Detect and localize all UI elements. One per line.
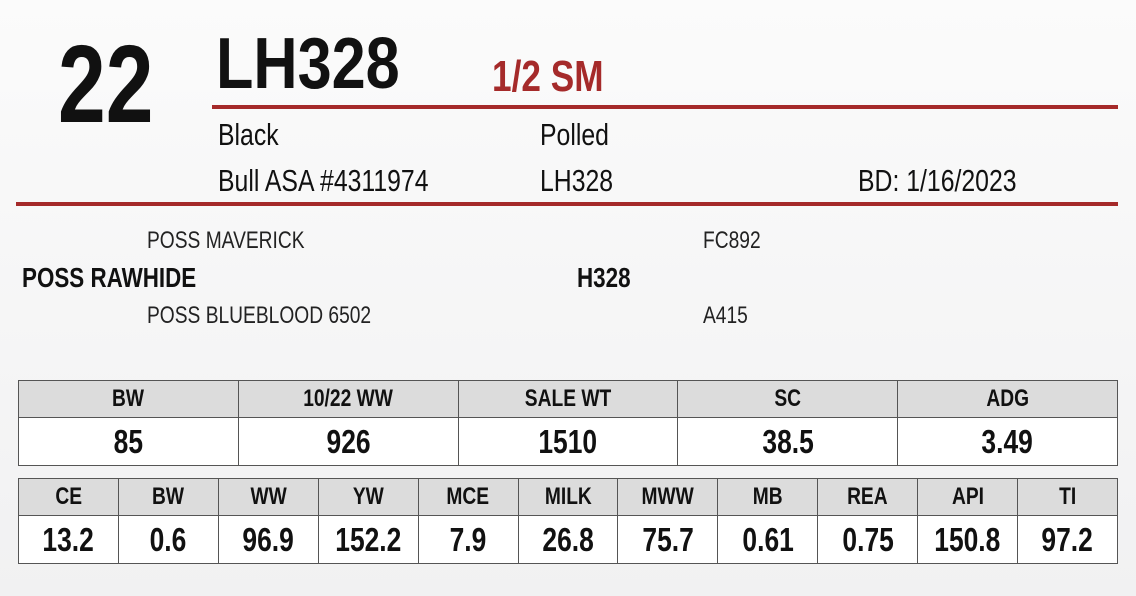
header-cell-text: MB (752, 483, 783, 510)
value-cell-text: 1510 (538, 422, 598, 460)
animal-name: LH328 (216, 24, 400, 104)
value-cell: 150.8 (917, 515, 1019, 564)
header-cell: MWW (617, 478, 719, 516)
value-cell-text: 85 (113, 422, 144, 460)
header-cell: MILK (517, 478, 619, 516)
value-cell-text: 152.2 (335, 520, 402, 558)
value-cell: 3.49 (897, 417, 1118, 466)
value-cell-text: 150.8 (934, 520, 1001, 558)
header-cell: API (917, 478, 1019, 516)
epd-table: CE BW WW YW MCE MILK MWW MB REA API TI 13.2 0.6 96.9 1… (18, 478, 1118, 564)
tattoo: LH328 (540, 163, 614, 198)
value-cell: 0.61 (717, 515, 819, 564)
header-cell: SC (677, 380, 899, 418)
header-cell: CE (18, 478, 119, 516)
header-cell-text: API (951, 483, 984, 510)
performance-table: BW 10/22 WW SALE WT SC ADG 85 926 1510 38.5 3.49 (18, 380, 1118, 466)
header-cell-text: SC (774, 385, 802, 412)
horn-status: Polled (540, 117, 609, 152)
sire-dam: POSS BLUEBLOOD 6502 (147, 302, 372, 329)
header-cell: MB (717, 478, 819, 516)
header-cell: TI (1017, 478, 1118, 516)
header-cell-text: ADG (986, 385, 1029, 412)
value-cell-text: 13.2 (42, 520, 95, 558)
header-cell: BW (117, 478, 219, 516)
table-row: 85 926 1510 38.5 3.49 (18, 417, 1118, 466)
header-cell: YW (317, 478, 419, 516)
header-cell: REA (817, 478, 919, 516)
value-cell-text: 3.49 (981, 422, 1034, 460)
sire-sire: POSS MAVERICK (147, 227, 305, 254)
value-cell-text: 38.5 (762, 422, 814, 460)
header-cell-text: SALE WT (524, 385, 612, 412)
value-cell: 96.9 (217, 515, 319, 564)
sire: POSS RAWHIDE (22, 262, 197, 293)
header-cell: ADG (897, 380, 1118, 418)
header-cell-text: YW (352, 483, 384, 510)
value-cell-text: 97.2 (1041, 520, 1094, 558)
divider (16, 202, 1118, 206)
dam-sire: FC892 (703, 227, 761, 254)
header-cell-text: 10/22 WW (303, 385, 393, 412)
value-cell-text: 0.61 (742, 520, 794, 558)
header-cell: 10/22 WW (237, 380, 459, 418)
value-cell: 26.8 (517, 515, 619, 564)
value-cell: 926 (237, 417, 459, 466)
value-cell: 0.6 (117, 515, 219, 564)
header-cell-text: TI (1058, 483, 1077, 510)
header-cell-text: WW (250, 483, 287, 510)
color: Black (218, 117, 279, 152)
value-cell: 75.7 (617, 515, 719, 564)
table-row: 13.2 0.6 96.9 152.2 7.9 26.8 75.7 0.61 0.75 150.8… (18, 515, 1118, 564)
value-cell: 38.5 (677, 417, 899, 466)
lot-number: 22 (58, 23, 154, 146)
header-cell-text: BW (112, 385, 145, 412)
value-cell-text: 0.75 (842, 520, 894, 558)
value-cell-text: 75.7 (642, 520, 694, 558)
header-cell-text: CE (55, 483, 82, 510)
value-cell-text: 96.9 (242, 520, 294, 558)
dam: H328 (577, 262, 631, 293)
breed: 1/2 SM (492, 52, 604, 101)
value-cell-text: 7.9 (449, 520, 487, 558)
value-cell: 97.2 (1017, 515, 1118, 564)
header-cell: SALE WT (457, 380, 679, 418)
header-cell-text: REA (847, 483, 888, 510)
value-cell: 0.75 (817, 515, 919, 564)
header-cell-text: MCE (446, 483, 490, 510)
divider (212, 105, 1118, 109)
dam-dam: A415 (703, 302, 748, 329)
table-row: BW 10/22 WW SALE WT SC ADG (18, 380, 1118, 418)
value-cell: 85 (18, 417, 239, 466)
header-cell-text: MILK (544, 483, 592, 510)
value-cell: 7.9 (417, 515, 519, 564)
value-cell-text: 926 (326, 422, 371, 460)
header-cell-text: BW (152, 483, 185, 510)
header-cell: BW (18, 380, 239, 418)
table-row: CE BW WW YW MCE MILK MWW MB REA API TI (18, 478, 1118, 516)
birth-date: BD: 1/16/2023 (858, 163, 1017, 198)
header-cell: WW (217, 478, 319, 516)
header-cell-text: MWW (641, 483, 695, 510)
value-cell-text: 0.6 (150, 520, 187, 558)
value-cell: 13.2 (18, 515, 119, 564)
header-cell: MCE (417, 478, 519, 516)
value-cell: 1510 (457, 417, 679, 466)
value-cell-text: 26.8 (542, 520, 594, 558)
registration: Bull ASA #4311974 (218, 163, 429, 198)
value-cell: 152.2 (317, 515, 419, 564)
